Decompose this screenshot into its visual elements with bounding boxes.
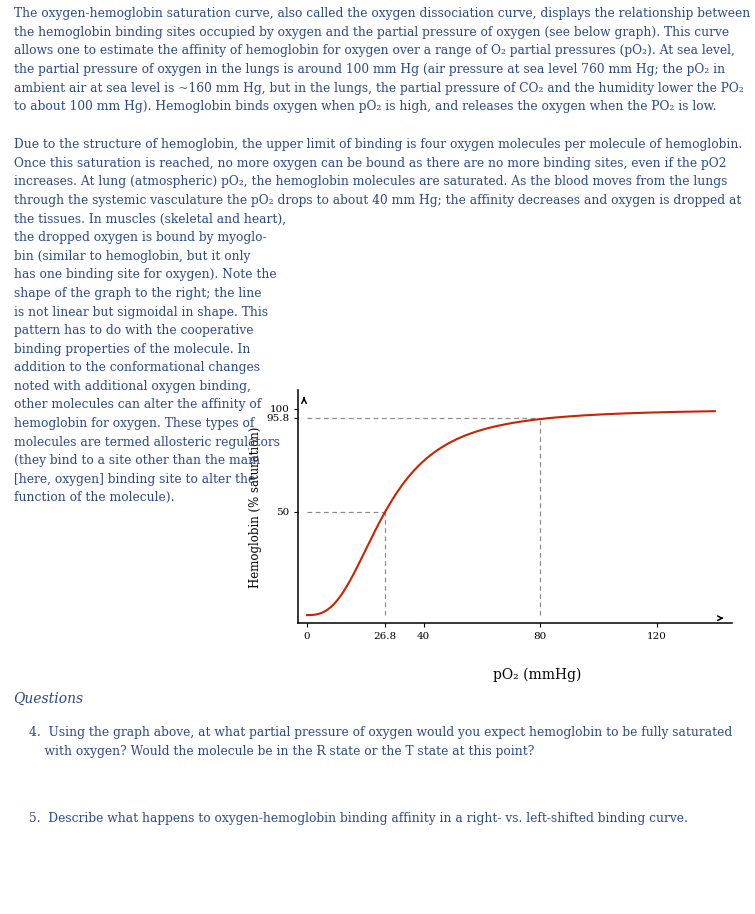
Y-axis label: Hemoglobin (% saturation): Hemoglobin (% saturation): [249, 426, 262, 588]
Text: the hemoglobin binding sites occupied by oxygen and the partial pressure of oxyg: the hemoglobin binding sites occupied by…: [14, 26, 729, 39]
Text: pattern has to do with the cooperative: pattern has to do with the cooperative: [14, 324, 253, 337]
Text: (they bind to a site other than the main: (they bind to a site other than the main: [14, 454, 260, 467]
Text: shape of the graph to the right; the line: shape of the graph to the right; the lin…: [14, 287, 261, 300]
Text: addition to the conformational changes: addition to the conformational changes: [14, 361, 260, 374]
Text: pO₂ (mmHg): pO₂ (mmHg): [493, 667, 581, 682]
Text: bin (similar to hemoglobin, but it only: bin (similar to hemoglobin, but it only: [14, 250, 250, 263]
Text: is not linear but sigmoidal in shape. This: is not linear but sigmoidal in shape. Th…: [14, 305, 268, 319]
Text: Questions: Questions: [14, 692, 84, 706]
Text: function of the molecule).: function of the molecule).: [14, 492, 174, 505]
Text: increases. At lung (atmospheric) pO₂, the hemoglobin molecules are saturated. As: increases. At lung (atmospheric) pO₂, th…: [14, 175, 727, 188]
Text: has one binding site for oxygen). Note the: has one binding site for oxygen). Note t…: [14, 269, 276, 282]
Text: The oxygen-hemoglobin saturation curve, also called the oxygen dissociation curv: The oxygen-hemoglobin saturation curve, …: [14, 7, 750, 20]
Text: molecules are termed allosteric regulators: molecules are termed allosteric regulato…: [14, 436, 279, 449]
Text: through the systemic vasculature the pO₂ drops to about 40 mm Hg; the affinity d: through the systemic vasculature the pO₂…: [14, 194, 741, 207]
Text: Due to the structure of hemoglobin, the upper limit of binding is four oxygen mo: Due to the structure of hemoglobin, the …: [14, 138, 742, 152]
Text: 5.  Describe what happens to oxygen-hemoglobin binding affinity in a right- vs. : 5. Describe what happens to oxygen-hemog…: [29, 812, 688, 824]
Text: ambient air at sea level is ~160 mm Hg, but in the lungs, the partial pressure o: ambient air at sea level is ~160 mm Hg, …: [14, 81, 744, 95]
Text: allows one to estimate the affinity of hemoglobin for oxygen over a range of O₂ : allows one to estimate the affinity of h…: [14, 45, 735, 58]
Text: Once this saturation is reached, no more oxygen can be bound as there are no mor: Once this saturation is reached, no more…: [14, 157, 726, 170]
Text: hemoglobin for oxygen. These types of: hemoglobin for oxygen. These types of: [14, 417, 254, 430]
Text: other molecules can alter the affinity of: other molecules can alter the affinity o…: [14, 399, 260, 411]
Text: binding properties of the molecule. In: binding properties of the molecule. In: [14, 343, 250, 356]
Text: to about 100 mm Hg). Hemoglobin binds oxygen when pO₂ is high, and releases the : to about 100 mm Hg). Hemoglobin binds ox…: [14, 101, 716, 113]
Text: noted with additional oxygen binding,: noted with additional oxygen binding,: [14, 380, 251, 393]
Text: 4.  Using the graph above, at what partial pressure of oxygen would you expect h: 4. Using the graph above, at what partia…: [29, 726, 732, 739]
Text: [here, oxygen] binding site to alter the: [here, oxygen] binding site to alter the: [14, 473, 255, 485]
Text: the tissues. In muscles (skeletal and heart),: the tissues. In muscles (skeletal and he…: [14, 213, 285, 226]
Text: the partial pressure of oxygen in the lungs is around 100 mm Hg (air pressure at: the partial pressure of oxygen in the lu…: [14, 63, 725, 76]
Text: with oxygen? Would the molecule be in the R state or the T state at this point?: with oxygen? Would the molecule be in th…: [29, 745, 534, 758]
Text: the dropped oxygen is bound by myoglo-: the dropped oxygen is bound by myoglo-: [14, 231, 267, 244]
